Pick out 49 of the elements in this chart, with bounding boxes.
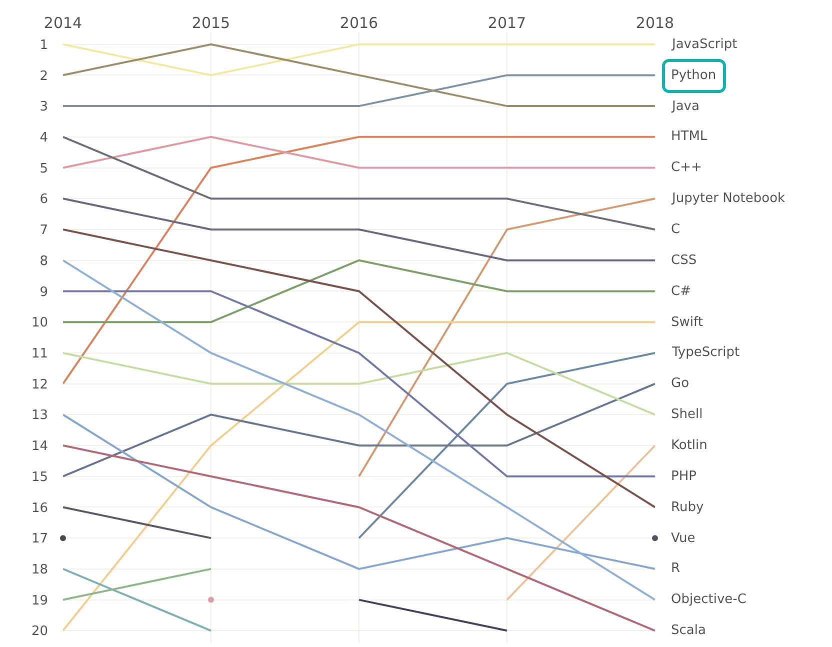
y-tick-label: 17 — [31, 532, 48, 547]
series-label: Kotlin — [671, 438, 708, 453]
y-tick-label: 2 — [40, 68, 48, 84]
y-tick-label: 6 — [40, 192, 48, 208]
series-label: Vue — [671, 531, 696, 546]
series-label: Swift — [671, 315, 703, 330]
series-label: Objective-C — [671, 592, 746, 607]
x-tick-label: 2015 — [192, 14, 230, 32]
x-tick-label: 2016 — [340, 14, 378, 32]
y-tick-label: 18 — [31, 562, 48, 578]
series-label: Python — [671, 68, 716, 83]
y-tick-label: 9 — [40, 284, 48, 300]
series-label: HTML — [671, 129, 708, 144]
series-label: PHP — [671, 469, 697, 484]
y-tick-label: 4 — [40, 130, 48, 146]
y-tick-label: 7 — [40, 223, 48, 238]
series-label: Ruby — [671, 500, 704, 515]
series-label: R — [671, 561, 680, 576]
line-series — [63, 259, 655, 601]
series-label: Shell — [671, 407, 703, 422]
y-tick-label: 16 — [31, 500, 48, 516]
series-label: C — [671, 222, 680, 237]
series-label: Go — [671, 376, 690, 391]
series-label: Scala — [671, 623, 706, 638]
line-series — [63, 444, 655, 632]
x-tick-label: 2014 — [44, 14, 82, 32]
y-tick-label: 5 — [40, 161, 48, 176]
y-tick-label: 14 — [31, 439, 48, 454]
y-tick-label: 10 — [31, 316, 48, 331]
y-tick-label: 13 — [31, 408, 48, 424]
series-label: C++ — [671, 160, 702, 175]
y-tick-label: 20 — [31, 624, 48, 640]
y-tick-label: 11 — [31, 346, 48, 362]
x-tick-label: 2017 — [488, 14, 526, 32]
y-tick-label: 15 — [31, 470, 48, 485]
y-tick-label: 12 — [31, 377, 48, 392]
x-tick-label: 2018 — [636, 14, 674, 32]
line-series — [63, 228, 655, 508]
y-tick-label: 8 — [40, 254, 48, 269]
series-label: Java — [671, 99, 700, 114]
series-label: TypeScript — [671, 345, 740, 360]
y-tick-label: 19 — [31, 593, 48, 608]
series-label: JavaScript — [671, 37, 738, 52]
y-tick-label: 1 — [40, 38, 48, 53]
series-label: Jupyter Notebook — [671, 191, 786, 206]
y-tick-label: 3 — [40, 100, 48, 115]
series-label: CSS — [671, 253, 697, 268]
series-label: C# — [671, 284, 691, 299]
line-series — [63, 382, 655, 478]
